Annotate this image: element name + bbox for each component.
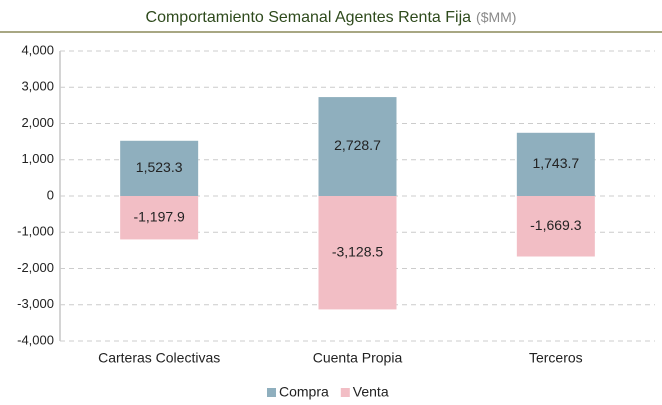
chart-title-group: Comportamiento Semanal Agentes Renta Fij… xyxy=(146,9,517,27)
y-tick-label: -4,000 xyxy=(17,332,54,347)
bar xyxy=(318,97,397,196)
bar xyxy=(120,196,199,240)
legend-label: Venta xyxy=(353,384,389,400)
data-label: -3,128.5 xyxy=(332,243,384,259)
x-tick-label: Carteras Colectivas xyxy=(98,350,220,366)
y-tick-label: 3,000 xyxy=(21,79,54,94)
y-tick-label: 0 xyxy=(47,187,54,202)
bar xyxy=(120,140,199,196)
y-tick-label: 2,000 xyxy=(21,115,54,130)
data-label: -1,669.3 xyxy=(530,217,582,233)
bar xyxy=(318,196,397,310)
y-tick-label: -1,000 xyxy=(17,224,54,239)
bar xyxy=(516,196,595,257)
bar xyxy=(516,132,595,196)
y-tick-label: 4,000 xyxy=(21,42,54,57)
chart-title: Comportamiento Semanal Agentes Renta Fij… xyxy=(146,9,472,26)
legend-label: Compra xyxy=(279,384,329,400)
x-tick-label: Terceros xyxy=(529,350,583,366)
chart-subtitle: ($MM) xyxy=(476,9,516,25)
data-label: 2,728.7 xyxy=(334,137,381,153)
data-label: -1,197.9 xyxy=(133,208,185,224)
legend-swatch xyxy=(340,388,350,397)
x-tick-label: Cuenta Propia xyxy=(313,350,403,366)
legend-swatch xyxy=(267,388,276,397)
y-tick-label: -3,000 xyxy=(17,296,54,311)
data-label: 1,523.3 xyxy=(136,159,183,175)
y-tick-label: 1,000 xyxy=(21,151,54,166)
y-tick-label: -2,000 xyxy=(17,260,54,275)
data-label: 1,743.7 xyxy=(532,155,579,171)
